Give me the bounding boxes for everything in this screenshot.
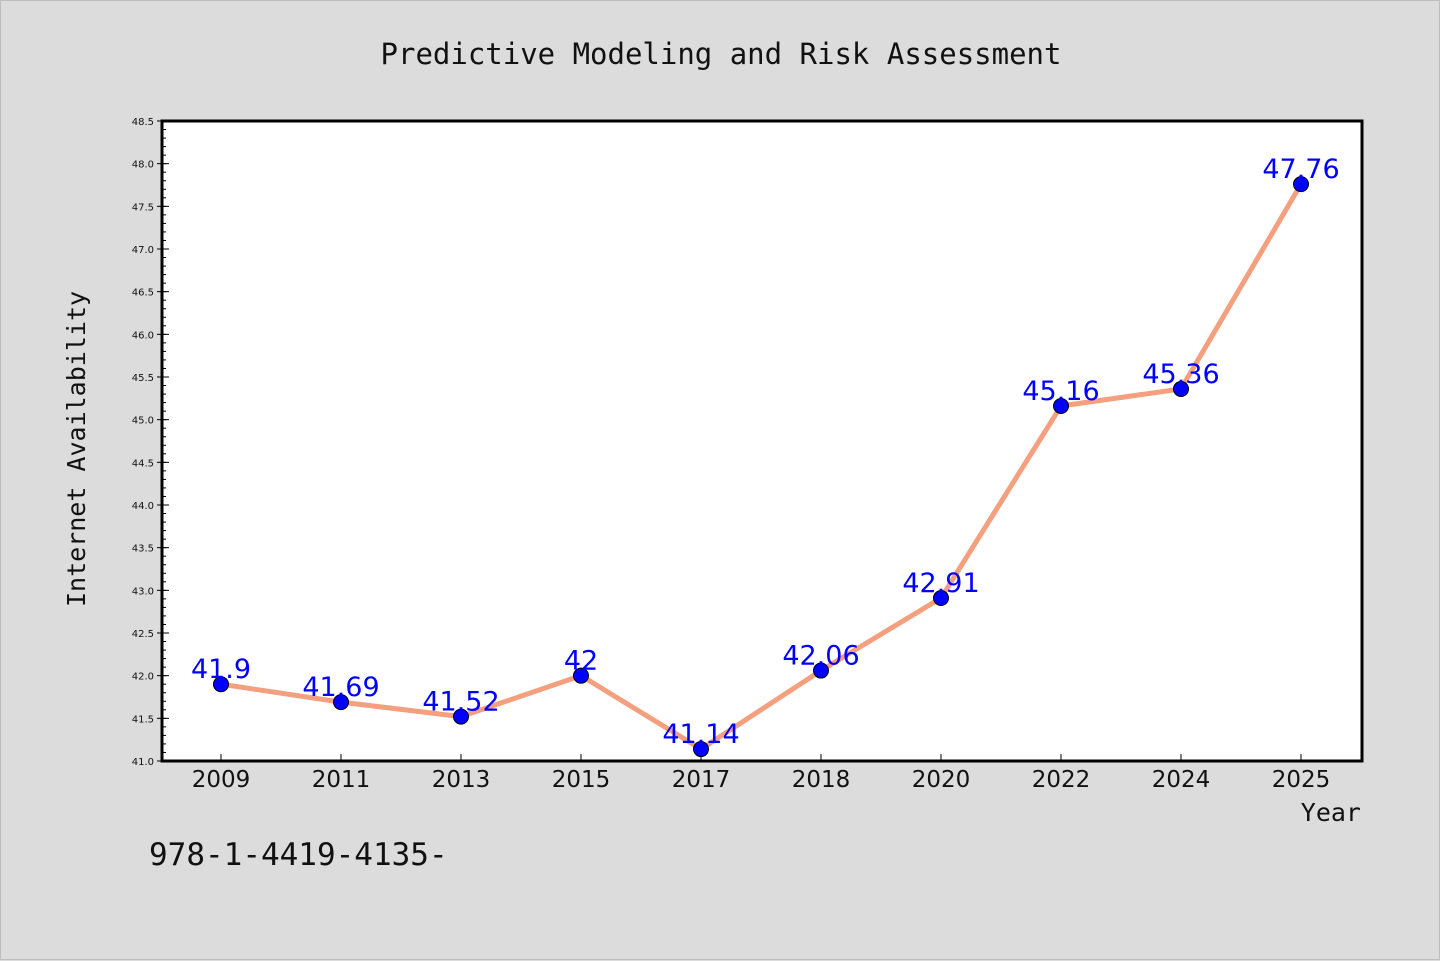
data-point-marker: [1173, 380, 1189, 397]
x-tick-label: 2020: [912, 767, 971, 793]
x-tick-label: 2015: [552, 767, 611, 793]
data-label: 41.9: [191, 654, 251, 685]
x-tick-label: 2011: [312, 767, 371, 793]
y-tick-label: 44.5: [132, 458, 154, 469]
chart-title: Predictive Modeling and Risk Assessment: [381, 37, 1062, 71]
y-tick-label: 43.5: [132, 544, 154, 555]
x-tick-label: 2025: [1272, 767, 1331, 793]
data-label: 41.52: [422, 687, 499, 718]
y-tick-label: 47.5: [132, 202, 154, 213]
y-tick-label: 42.0: [132, 672, 154, 683]
plot-area: [162, 121, 1362, 761]
data-point-marker: [333, 694, 349, 711]
y-tick-label: 45.0: [132, 416, 154, 427]
y-tick-label: 45.5: [132, 373, 154, 384]
x-tick-label: 2013: [432, 767, 491, 793]
y-tick-label: 43.0: [132, 586, 154, 597]
y-tick-label: 44.0: [132, 501, 154, 512]
x-tick-label: 2018: [792, 767, 851, 793]
x-tick-label: 2009: [192, 767, 251, 793]
y-tick-label: 46.0: [132, 330, 154, 341]
data-label: 42.06: [782, 641, 859, 672]
data-label: 41.69: [302, 672, 379, 703]
series-line-group: [218, 181, 1304, 752]
data-point-marker: [813, 662, 829, 679]
y-tick-label: 41.0: [132, 757, 154, 768]
data-point-marker: [213, 676, 229, 693]
x-axis-label: Year: [1301, 798, 1361, 827]
data-label: 47.76: [1262, 154, 1339, 185]
data-point-marker: [933, 590, 949, 607]
y-tick-label: 46.5: [132, 288, 154, 299]
data-point-marker: [1053, 398, 1069, 415]
x-tick-label: 2024: [1152, 767, 1211, 793]
y-tick-label: 48.0: [132, 160, 154, 171]
data-label: 42.91: [902, 568, 979, 599]
y-tick-label: 42.5: [132, 629, 154, 640]
data-point-marker: [453, 708, 469, 725]
data-label: 45.36: [1142, 359, 1219, 390]
y-tick-label: 41.5: [132, 714, 154, 725]
data-label-group: 41.9 41.69 41.52 42 41.14 42.06 42.91 45.16 45.3…: [191, 154, 1340, 750]
data-point-marker: [1293, 176, 1309, 193]
x-tick-label: 2017: [672, 767, 731, 793]
x-axis: 2009 2011 2013 2015 2017 2018 2020 2022 2024 2025: [192, 754, 1331, 793]
footer-text: 978-1-4419-4135-: [149, 837, 448, 873]
plot-frame: [160, 119, 1364, 763]
y-tick-label: 47.0: [132, 245, 154, 256]
data-point-marker: [693, 741, 709, 758]
data-label: 42: [564, 646, 598, 677]
data-label: 41.14: [662, 719, 739, 750]
series-line: [218, 181, 1304, 752]
marker-group: [213, 176, 1309, 758]
x-tick-label: 2022: [1032, 767, 1091, 793]
y-axis-label: Internet Availability: [62, 291, 91, 607]
data-point-marker: [573, 667, 589, 684]
y-tick-label: 48.5: [132, 117, 154, 128]
data-label: 45.16: [1022, 376, 1099, 407]
